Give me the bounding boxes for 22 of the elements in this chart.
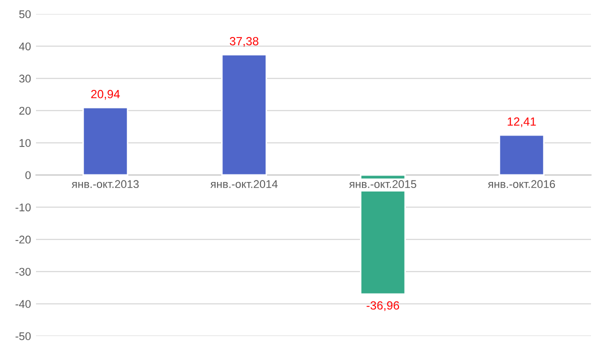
bar [82,106,128,176]
data-label: 37,38 [230,37,258,47]
x-tick-label: янв.-окт.2014 [210,180,278,188]
y-tick-label: 40 [19,42,31,50]
bar [221,54,268,176]
x-tick-label: янв.-окт.2013 [72,180,139,188]
x-tick-label: янв.-окт.2016 [488,180,555,188]
bar [498,134,545,176]
data-label: -36,96 [366,301,400,312]
y-tick-label: 50 [19,10,31,18]
data-label: 20,94 [91,90,120,100]
x-tick-label: янв.-окт.2015 [349,180,416,188]
y-tick-label: -10 [16,203,31,212]
y-tick-label: -20 [16,236,31,244]
y-tick-label: -30 [16,268,31,276]
y-tick-label: 0 [25,171,31,180]
y-tick-label: 20 [19,106,31,115]
data-label: 12,41 [508,117,536,128]
y-tick-label: -50 [16,332,31,340]
y-tick-label: -40 [16,300,31,308]
y-tick-label: 10 [20,139,31,147]
y-tick-label: 30 [19,74,31,83]
